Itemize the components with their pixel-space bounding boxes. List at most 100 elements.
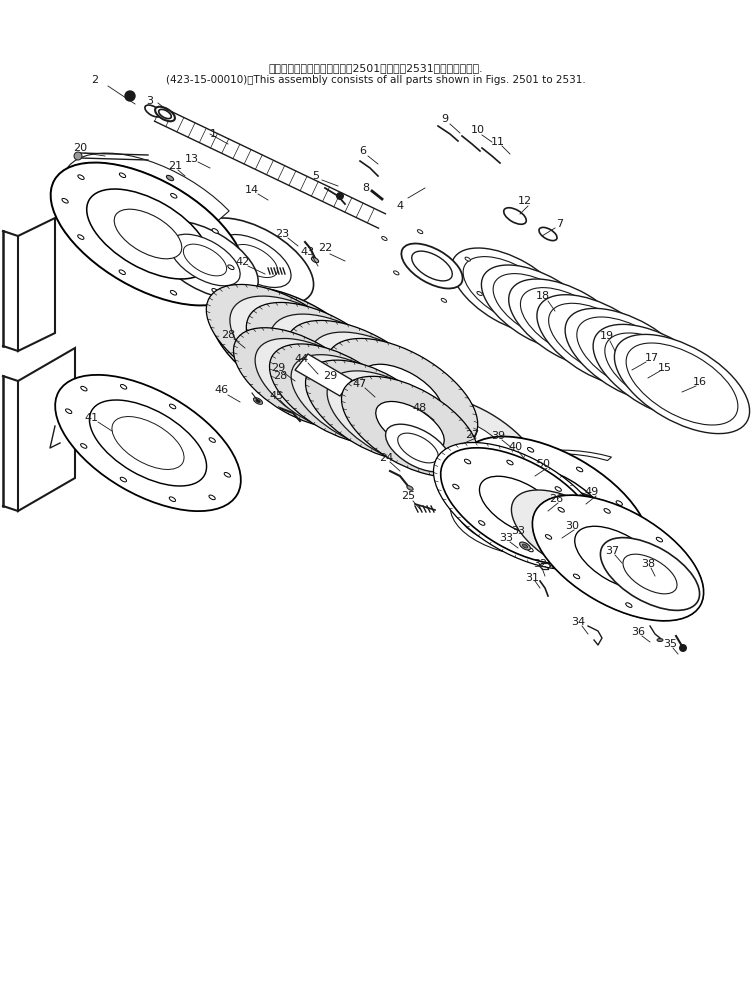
Ellipse shape	[291, 355, 421, 450]
Ellipse shape	[460, 436, 650, 576]
Ellipse shape	[527, 540, 534, 545]
Text: 1: 1	[209, 129, 217, 139]
Ellipse shape	[286, 321, 437, 431]
Ellipse shape	[562, 506, 639, 562]
Ellipse shape	[219, 234, 291, 288]
Ellipse shape	[171, 193, 177, 198]
Text: 28: 28	[273, 371, 287, 381]
Ellipse shape	[507, 460, 513, 465]
Ellipse shape	[245, 313, 345, 385]
Text: 34: 34	[571, 617, 585, 627]
Ellipse shape	[210, 287, 380, 411]
Ellipse shape	[401, 243, 462, 289]
Ellipse shape	[616, 501, 623, 505]
Text: (423-15-00010)：This assembly consists of all parts shown in Figs. 2501 to 2531.: (423-15-00010)：This assembly consists of…	[166, 75, 586, 85]
Text: 6: 6	[359, 146, 367, 156]
Text: 35: 35	[663, 639, 677, 649]
Ellipse shape	[270, 344, 407, 444]
Ellipse shape	[159, 110, 172, 119]
Ellipse shape	[604, 509, 610, 513]
Ellipse shape	[623, 554, 677, 594]
Text: 29: 29	[323, 371, 337, 381]
Text: 28: 28	[221, 330, 235, 340]
Text: 3: 3	[147, 96, 154, 106]
Text: 41: 41	[85, 413, 99, 423]
Text: 15: 15	[658, 363, 672, 373]
Text: 33: 33	[499, 533, 513, 543]
Ellipse shape	[256, 399, 261, 402]
Text: 40: 40	[509, 442, 523, 452]
Ellipse shape	[227, 265, 234, 270]
Ellipse shape	[527, 447, 534, 452]
Text: 20: 20	[73, 143, 87, 153]
Text: 4: 4	[396, 201, 404, 211]
Text: 26: 26	[549, 494, 563, 504]
Ellipse shape	[303, 370, 372, 419]
Text: 22: 22	[318, 243, 332, 253]
Text: 14: 14	[245, 185, 259, 195]
Text: 46: 46	[215, 385, 229, 395]
Ellipse shape	[479, 521, 485, 525]
Circle shape	[336, 192, 344, 200]
Ellipse shape	[434, 442, 606, 570]
Ellipse shape	[170, 291, 177, 295]
Ellipse shape	[155, 107, 175, 122]
Polygon shape	[50, 153, 229, 247]
Text: 13: 13	[185, 154, 199, 164]
Ellipse shape	[480, 476, 560, 536]
Ellipse shape	[233, 244, 278, 278]
Ellipse shape	[429, 418, 511, 478]
Ellipse shape	[407, 486, 413, 490]
Ellipse shape	[520, 542, 530, 550]
Ellipse shape	[340, 385, 408, 435]
Ellipse shape	[538, 509, 602, 557]
Ellipse shape	[261, 320, 343, 378]
Ellipse shape	[575, 526, 661, 590]
Ellipse shape	[341, 356, 422, 414]
Text: 25: 25	[401, 491, 415, 501]
Ellipse shape	[62, 198, 69, 203]
Polygon shape	[225, 301, 290, 346]
Ellipse shape	[509, 279, 631, 369]
Ellipse shape	[224, 472, 230, 477]
Ellipse shape	[120, 173, 126, 177]
Text: 37: 37	[605, 546, 619, 556]
Text: 32: 32	[533, 559, 547, 569]
Ellipse shape	[488, 507, 494, 511]
Text: 45: 45	[270, 391, 284, 401]
Circle shape	[74, 152, 82, 160]
Text: 7: 7	[556, 219, 563, 229]
Ellipse shape	[626, 603, 632, 608]
Text: 9: 9	[441, 114, 449, 124]
Ellipse shape	[170, 234, 240, 286]
Text: 38: 38	[641, 559, 655, 569]
Ellipse shape	[657, 537, 663, 542]
Ellipse shape	[451, 248, 569, 334]
Text: 30: 30	[565, 521, 579, 531]
Ellipse shape	[358, 393, 426, 443]
Ellipse shape	[523, 544, 528, 548]
Ellipse shape	[209, 495, 215, 500]
Polygon shape	[450, 450, 611, 552]
Ellipse shape	[549, 304, 651, 378]
Ellipse shape	[197, 218, 313, 304]
Ellipse shape	[626, 343, 738, 425]
Ellipse shape	[242, 310, 322, 370]
Ellipse shape	[254, 397, 263, 404]
Text: 23: 23	[275, 229, 289, 239]
Text: 44: 44	[295, 354, 309, 364]
Ellipse shape	[465, 459, 471, 464]
Text: 27: 27	[465, 430, 479, 440]
Ellipse shape	[212, 289, 218, 293]
Text: 8: 8	[362, 183, 370, 193]
Ellipse shape	[581, 523, 587, 528]
Ellipse shape	[212, 229, 218, 233]
Ellipse shape	[394, 271, 399, 275]
Ellipse shape	[614, 335, 749, 433]
Circle shape	[125, 91, 135, 101]
Ellipse shape	[672, 604, 678, 609]
Text: 10: 10	[471, 125, 485, 135]
Ellipse shape	[532, 495, 703, 621]
Ellipse shape	[120, 384, 127, 389]
Text: 16: 16	[693, 377, 707, 387]
